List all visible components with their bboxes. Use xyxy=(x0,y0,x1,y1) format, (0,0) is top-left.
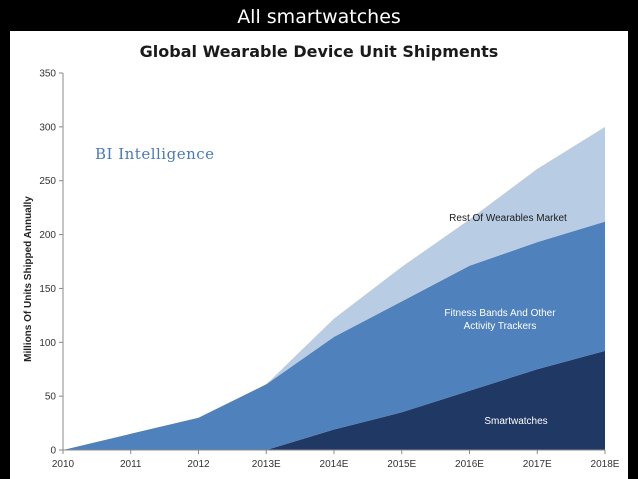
x-tick-label: 2018E xyxy=(591,459,620,470)
x-tick-label: 2013E xyxy=(252,459,281,470)
fitness-bands-label: Fitness Bands And Other Activity Trackers xyxy=(444,308,556,332)
x-tick-label: 2015E xyxy=(387,459,416,470)
x-tick-label: 2014E xyxy=(320,459,349,470)
x-tick-label: 2010 xyxy=(52,459,75,470)
x-tick-label: 2011 xyxy=(120,459,142,470)
y-tick-label: 250 xyxy=(39,176,56,187)
smartwatches-area xyxy=(63,350,605,450)
rest-of-wearables-label: Rest Of Wearables Market xyxy=(449,213,567,224)
y-tick-label: 100 xyxy=(39,338,56,349)
smartwatches-label: Smartwatches xyxy=(484,416,547,427)
y-tick-label: 50 xyxy=(45,392,57,403)
slide-title: All smartwatches xyxy=(237,6,401,28)
y-tick-label: 200 xyxy=(39,230,56,241)
chart-panel: Global Wearable Device Unit Shipments BI… xyxy=(10,31,628,479)
x-tick-label: 2017E xyxy=(523,459,552,470)
y-tick-label: 350 xyxy=(39,69,56,80)
fitness-bands-area xyxy=(63,221,605,450)
y-tick-label: 150 xyxy=(39,284,56,295)
area-chart: Global Wearable Device Unit Shipments BI… xyxy=(23,42,620,470)
chart-title: Global Wearable Device Unit Shipments xyxy=(140,42,499,61)
y-tick-label: 300 xyxy=(39,122,56,133)
x-tick-label: 2012 xyxy=(187,459,210,470)
x-tick-label: 2016E xyxy=(455,459,484,470)
y-axis-label: Millions Of Units Shipped Annually xyxy=(23,196,34,362)
y-tick-label: 0 xyxy=(50,446,56,457)
brand-logo-text: BI Intelligence xyxy=(95,145,215,163)
